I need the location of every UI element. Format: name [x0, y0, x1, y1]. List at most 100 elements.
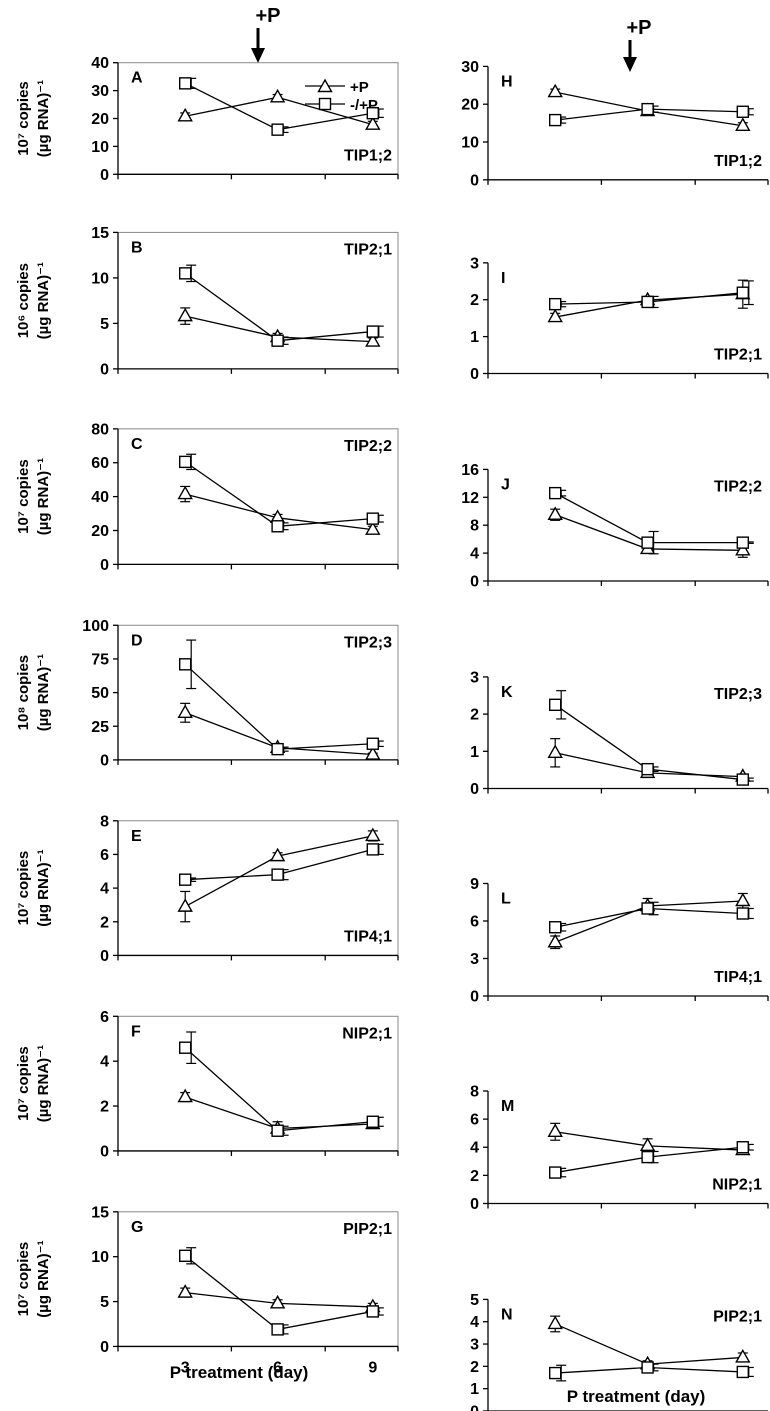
y-tick-label: 12 — [461, 490, 479, 507]
y-tick-label: 15 — [91, 225, 109, 242]
y-tick-label: 2 — [470, 292, 479, 309]
panel-letter: G — [131, 1219, 143, 1236]
panel-i: 0 1 2 3 I TIP2;1 — [470, 255, 769, 383]
gene-label: TIP1;2 — [714, 153, 762, 170]
panel-g: 0 5 10 15 3 6 9 10⁷ copies (µg RNA)⁻¹ G PIP2;1 — [15, 1204, 399, 1376]
panel-b: 0 5 10 15 10⁶ copies (µg RNA)⁻¹ B TIP2;1 — [15, 225, 399, 378]
y-tick-label: 10 — [91, 139, 109, 156]
square-marker — [271, 123, 284, 136]
y-tick-label: 4 — [470, 1314, 479, 1331]
triangle-marker — [547, 1315, 563, 1330]
treatment-marker-label: +P — [626, 17, 651, 39]
y-tick-label: 5 — [100, 1294, 109, 1311]
y-tick-label: 6 — [470, 913, 479, 930]
y-axis-label: 10⁷ copies — [15, 1242, 32, 1317]
gene-label: NIP2;1 — [712, 1177, 762, 1194]
series-line-minus-plus-p — [184, 1047, 373, 1132]
y-tick-label: 8 — [470, 1083, 479, 1100]
y-tick-label: 3 — [470, 951, 479, 968]
y-tick-label: 30 — [461, 59, 479, 76]
panel-letter: J — [501, 476, 510, 493]
y-tick-label: 5 — [100, 316, 109, 333]
square-marker — [736, 105, 749, 118]
y-tick-label: 10 — [461, 135, 479, 152]
gene-label: TIP2;1 — [344, 241, 392, 258]
triangle-marker — [547, 933, 563, 948]
y-axis-label: 10⁷ copies — [15, 851, 32, 926]
square-marker-icon — [318, 97, 332, 111]
y-axis-label: (µg RNA)⁻¹ — [35, 262, 52, 339]
y-tick-label: 9 — [470, 876, 479, 893]
gene-label: TIP2;3 — [344, 634, 392, 651]
y-tick-label: 10 — [91, 270, 109, 287]
y-tick-label: 100 — [82, 618, 109, 635]
panel-letter: E — [131, 828, 142, 845]
panel-letter: B — [131, 239, 143, 256]
y-tick-label: 4 — [470, 1140, 479, 1157]
treatment-arrow-head — [251, 48, 265, 63]
panel-letter: I — [501, 270, 505, 287]
square-marker — [178, 455, 192, 469]
square-marker — [271, 520, 284, 533]
panel-letter: A — [131, 70, 143, 87]
series-line-plus-p — [554, 1323, 743, 1365]
y-tick-label: 0 — [470, 989, 479, 1006]
panel-l: 0 3 6 9 L TIP4;1 — [470, 876, 769, 1006]
triangle-marker — [177, 107, 193, 122]
y-tick-label: 3 — [470, 1337, 479, 1354]
square-marker — [366, 107, 379, 120]
x-axis-title-right: P treatment (day) — [567, 1387, 706, 1406]
square-marker — [178, 658, 192, 671]
y-tick-label: 0 — [470, 574, 479, 591]
x-tick-label: 3 — [181, 1359, 190, 1376]
gene-label: TIP2;1 — [714, 347, 762, 364]
y-tick-label: 60 — [91, 455, 109, 472]
square-marker — [549, 113, 562, 127]
y-tick-label: 80 — [91, 421, 109, 438]
square-marker — [736, 286, 749, 299]
y-axis-label: 10⁷ copies — [15, 1046, 32, 1121]
y-tick-label: 0 — [100, 557, 109, 574]
square-marker — [641, 902, 654, 915]
triangle-marker — [547, 308, 563, 323]
square-marker — [271, 868, 284, 881]
triangle-marker — [269, 847, 286, 862]
y-axis-label: 10⁷ copies — [15, 459, 32, 534]
y-tick-label: 3 — [470, 255, 479, 272]
triangle-marker — [735, 1349, 751, 1363]
y-tick-label: 4 — [470, 546, 479, 563]
treatment-marker-label: +P — [255, 5, 280, 27]
square-marker — [178, 77, 192, 90]
y-tick-label: 16 — [461, 462, 479, 479]
triangle-marker — [269, 1294, 286, 1309]
square-marker — [549, 1366, 562, 1380]
y-tick-label: 0 — [100, 948, 109, 965]
square-marker — [549, 698, 562, 712]
square-marker — [549, 1166, 562, 1179]
y-tick-label: 40 — [91, 489, 109, 506]
square-marker — [736, 1141, 749, 1154]
triangle-marker — [735, 541, 751, 556]
square-marker — [366, 325, 379, 338]
y-axis-label: 10⁶ copies — [15, 263, 32, 338]
series-line-minus-plus-p — [184, 272, 373, 342]
square-marker — [271, 742, 284, 756]
y-tick-label: 0 — [470, 1404, 479, 1411]
y-tick-label: 0 — [100, 361, 109, 378]
square-marker — [736, 536, 749, 549]
panel-letter: M — [501, 1098, 514, 1115]
y-tick-label: 1 — [470, 744, 479, 761]
y-tick-label: 50 — [91, 685, 109, 702]
triangle-marker — [547, 506, 563, 520]
y-tick-label: 2 — [470, 707, 479, 724]
y-axis-label: (µg RNA)⁻¹ — [35, 80, 52, 157]
triangle-marker — [365, 333, 381, 347]
y-tick-label: 40 — [91, 55, 109, 72]
square-marker — [366, 512, 379, 525]
panel-k: 0 1 2 3 K TIP2;3 — [470, 669, 769, 798]
panel-n: 012345369NPIP2;1 — [470, 1292, 768, 1411]
y-tick-label: 0 — [470, 366, 479, 383]
y-tick-label: 30 — [91, 83, 109, 100]
